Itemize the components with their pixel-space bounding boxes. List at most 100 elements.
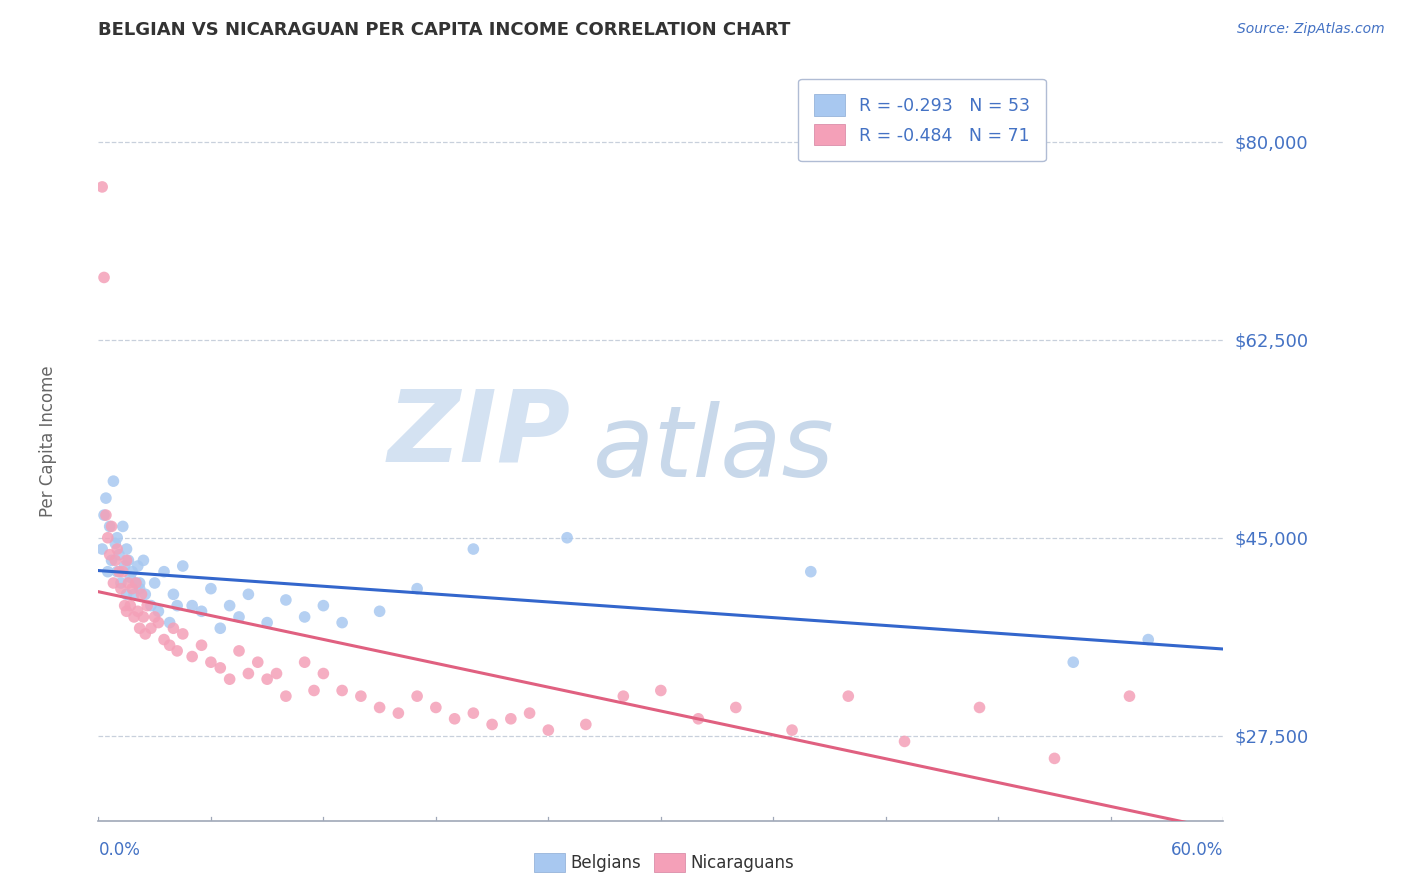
Point — [724, 700, 747, 714]
Point — [100, 553, 122, 567]
Point — [330, 683, 353, 698]
Point — [110, 576, 132, 591]
Point — [105, 565, 128, 579]
Point — [1137, 632, 1160, 647]
Point — [1118, 689, 1140, 703]
Point — [127, 559, 149, 574]
Point — [114, 599, 136, 613]
Point — [115, 542, 138, 557]
Point — [969, 700, 991, 714]
Point — [837, 689, 859, 703]
Point — [121, 565, 143, 579]
Point — [463, 706, 485, 720]
Point — [115, 587, 138, 601]
Point — [172, 559, 194, 574]
Point — [181, 649, 204, 664]
Point — [274, 593, 297, 607]
Point — [387, 706, 409, 720]
Point — [120, 599, 142, 613]
Point — [94, 508, 117, 522]
Point — [481, 717, 503, 731]
Point — [800, 565, 823, 579]
Point — [128, 621, 150, 635]
Point — [108, 565, 131, 579]
Legend: R = -0.293   N = 53, R = -0.484   N = 71: R = -0.293 N = 53, R = -0.484 N = 71 — [799, 78, 1046, 161]
Point — [519, 706, 541, 720]
Point — [200, 655, 222, 669]
Point — [122, 610, 145, 624]
Point — [117, 553, 139, 567]
Point — [148, 604, 170, 618]
Point — [111, 565, 134, 579]
Point — [463, 542, 485, 557]
Point — [143, 576, 166, 591]
Point — [162, 621, 184, 635]
Point — [108, 548, 131, 562]
Point — [312, 599, 335, 613]
Point — [274, 689, 297, 703]
Text: Nicaraguans: Nicaraguans — [690, 854, 794, 871]
Point — [228, 610, 250, 624]
Point — [125, 576, 148, 591]
Point — [105, 542, 128, 557]
Point — [555, 531, 578, 545]
Point — [98, 548, 121, 562]
Point — [132, 553, 155, 567]
Point — [98, 519, 121, 533]
Text: 0.0%: 0.0% — [98, 841, 141, 859]
Point — [128, 576, 150, 591]
Point — [114, 559, 136, 574]
Point — [103, 474, 125, 488]
Point — [131, 587, 153, 601]
Point — [368, 604, 391, 618]
Point — [111, 519, 134, 533]
Point — [134, 587, 156, 601]
Point — [117, 576, 139, 591]
Point — [443, 712, 465, 726]
Point — [100, 519, 122, 533]
Point — [143, 610, 166, 624]
Point — [650, 683, 672, 698]
Text: atlas: atlas — [593, 401, 835, 498]
Point — [94, 491, 117, 505]
Point — [302, 683, 325, 698]
Point — [97, 565, 120, 579]
Point — [330, 615, 353, 630]
Point — [91, 180, 114, 194]
Point — [121, 582, 143, 596]
Point — [134, 627, 156, 641]
Point — [110, 582, 132, 596]
Point — [256, 672, 278, 686]
Point — [125, 576, 148, 591]
Text: Source: ZipAtlas.com: Source: ZipAtlas.com — [1237, 22, 1385, 37]
Point — [122, 587, 145, 601]
Point — [238, 587, 260, 601]
Point — [218, 672, 240, 686]
Point — [368, 700, 391, 714]
Point — [425, 700, 447, 714]
Point — [181, 599, 204, 613]
Point — [93, 270, 115, 285]
Point — [148, 615, 170, 630]
Point — [104, 536, 127, 550]
Point — [218, 599, 240, 613]
Point — [162, 587, 184, 601]
Point — [105, 531, 128, 545]
Point — [893, 734, 915, 748]
Point — [209, 661, 232, 675]
Point — [159, 638, 181, 652]
Point — [166, 644, 188, 658]
Point — [91, 542, 114, 557]
Point — [1062, 655, 1084, 669]
Point — [266, 666, 288, 681]
Point — [350, 689, 373, 703]
Point — [780, 723, 803, 738]
Point — [294, 610, 316, 624]
Point — [238, 666, 260, 681]
Point — [159, 615, 181, 630]
Point — [103, 576, 125, 591]
Point — [120, 570, 142, 584]
Point — [153, 565, 176, 579]
Point — [93, 508, 115, 522]
Point — [209, 621, 232, 635]
